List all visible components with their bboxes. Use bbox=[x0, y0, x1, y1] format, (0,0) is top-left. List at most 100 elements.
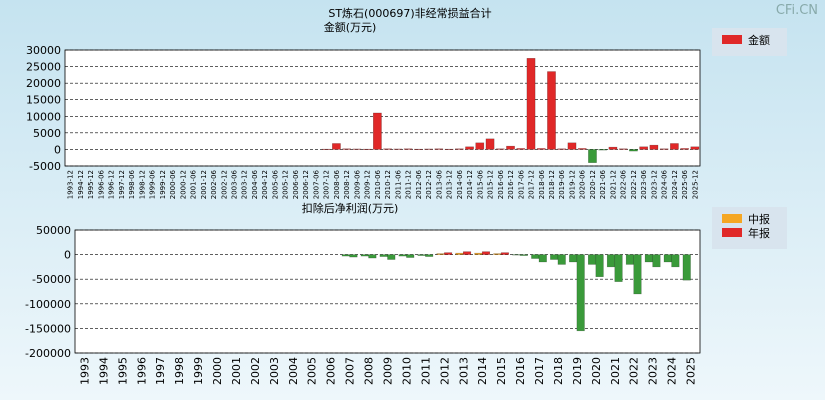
x-tick-label: 2005-12 bbox=[282, 170, 290, 199]
bar bbox=[332, 143, 341, 150]
bar bbox=[588, 149, 597, 163]
x-tick-label: 2007-12 bbox=[323, 170, 331, 199]
x-tick-label: 2012-06 bbox=[415, 169, 423, 199]
x-tick-label: 2009-06 bbox=[353, 169, 361, 199]
bar bbox=[414, 148, 423, 150]
x-tick-label: 2021-12 bbox=[609, 170, 617, 199]
x-tick-label: 2014-06 bbox=[456, 169, 464, 199]
bar bbox=[659, 148, 669, 150]
x-tick-label: 2019 bbox=[571, 357, 584, 385]
plot-frame bbox=[64, 49, 701, 167]
x-tick-label: 2006-06 bbox=[292, 169, 300, 199]
bar bbox=[444, 148, 454, 150]
x-tick-label: 2020-12 bbox=[589, 170, 597, 199]
x-tick-label: 2001-06 bbox=[190, 169, 198, 199]
x-tick-label: 2016-12 bbox=[507, 170, 515, 199]
x-tick-label: 2011 bbox=[419, 357, 432, 385]
x-tick-label: 2018-12 bbox=[548, 170, 556, 199]
y-axis-label: 金额(万元) bbox=[324, 20, 377, 34]
x-tick-label: 2018-06 bbox=[538, 169, 546, 199]
x-tick-label: 2024-12 bbox=[671, 170, 679, 199]
bar bbox=[569, 254, 578, 263]
x-tick-label: 2006 bbox=[325, 357, 338, 385]
x-tick-label: 1996 bbox=[135, 357, 148, 385]
x-tick-label: 2017-06 bbox=[517, 169, 525, 199]
legend-swatch bbox=[722, 214, 742, 223]
x-tick-label: 2019-06 bbox=[558, 169, 566, 199]
bar bbox=[481, 251, 491, 255]
bar bbox=[516, 148, 526, 150]
watermark: CFi.CN bbox=[776, 3, 818, 18]
x-tick-label: 2015-12 bbox=[487, 170, 495, 199]
bar bbox=[557, 148, 567, 150]
y-tick-label: -200000 bbox=[25, 347, 71, 360]
y-tick-label: 0 bbox=[64, 249, 71, 262]
bar bbox=[379, 254, 388, 257]
legend-label: 中报 bbox=[748, 212, 770, 226]
x-tick-label: 2002 bbox=[249, 357, 262, 385]
bar bbox=[424, 148, 433, 150]
x-tick-label: 2013-06 bbox=[435, 169, 443, 199]
bar bbox=[406, 254, 415, 258]
y-tick-label: 25000 bbox=[26, 61, 61, 74]
x-tick-label: 2008-06 bbox=[333, 169, 341, 199]
x-tick-label: 2023-06 bbox=[640, 169, 648, 199]
bar bbox=[500, 252, 509, 255]
x-tick-label: 1999-06 bbox=[149, 169, 157, 199]
x-tick-label: 2003-12 bbox=[241, 170, 249, 199]
x-tick-label: 1999 bbox=[192, 357, 205, 385]
x-tick-label: 2017 bbox=[533, 357, 546, 385]
plot-area bbox=[75, 230, 700, 353]
chart-title: ST炼石(000697)非经常损益合计 bbox=[328, 6, 491, 20]
bar bbox=[352, 148, 362, 150]
bar bbox=[649, 144, 659, 150]
bar bbox=[538, 254, 547, 263]
x-tick-label: 1998-06 bbox=[128, 169, 136, 199]
bar bbox=[618, 148, 628, 150]
y-tick-label: 15000 bbox=[26, 94, 61, 107]
bar bbox=[493, 253, 502, 255]
legend-label: 年报 bbox=[748, 226, 770, 240]
x-tick-label: 2011-06 bbox=[394, 169, 402, 199]
x-tick-label: 2015-06 bbox=[476, 169, 484, 199]
x-tick-label: 2007-06 bbox=[312, 169, 320, 199]
x-tick-label: 2007 bbox=[344, 357, 357, 385]
x-tick-label: 2010-12 bbox=[384, 170, 392, 199]
x-tick-label: 2008-12 bbox=[343, 170, 351, 199]
bar bbox=[595, 254, 604, 277]
bar bbox=[633, 254, 642, 295]
x-tick-label: 2021-06 bbox=[599, 169, 607, 199]
bar bbox=[680, 148, 689, 150]
plot-area bbox=[65, 50, 700, 166]
x-tick-label: 2013-12 bbox=[446, 170, 454, 199]
bar bbox=[557, 254, 566, 265]
bar bbox=[475, 142, 485, 150]
x-tick-label: 2012 bbox=[438, 357, 451, 385]
bar bbox=[625, 254, 634, 265]
bar bbox=[670, 143, 679, 150]
x-tick-label: 2011-12 bbox=[405, 170, 413, 199]
bar bbox=[608, 146, 618, 150]
x-tick-label: 2002-12 bbox=[220, 170, 228, 199]
bar bbox=[550, 254, 559, 260]
x-tick-label: 2023-12 bbox=[650, 170, 658, 199]
y-tick-label: -50000 bbox=[32, 273, 71, 286]
y-tick-label: 10000 bbox=[26, 110, 61, 123]
bar bbox=[454, 148, 464, 150]
bar bbox=[663, 254, 672, 263]
x-tick-label: 2001 bbox=[230, 357, 243, 385]
bar bbox=[321, 148, 331, 150]
bar bbox=[629, 149, 638, 152]
bar bbox=[588, 254, 597, 265]
bar bbox=[547, 71, 556, 150]
x-tick-label: 2000-06 bbox=[169, 169, 177, 199]
bar bbox=[425, 254, 434, 257]
y-tick-label: 0 bbox=[54, 143, 61, 156]
bar bbox=[644, 254, 653, 263]
x-tick-label: 1995 bbox=[116, 357, 129, 385]
bar bbox=[403, 148, 413, 150]
x-tick-label: 2008 bbox=[363, 357, 376, 385]
x-tick-label: 1993-12 bbox=[67, 170, 75, 199]
x-tick-label: 2009 bbox=[382, 357, 395, 385]
